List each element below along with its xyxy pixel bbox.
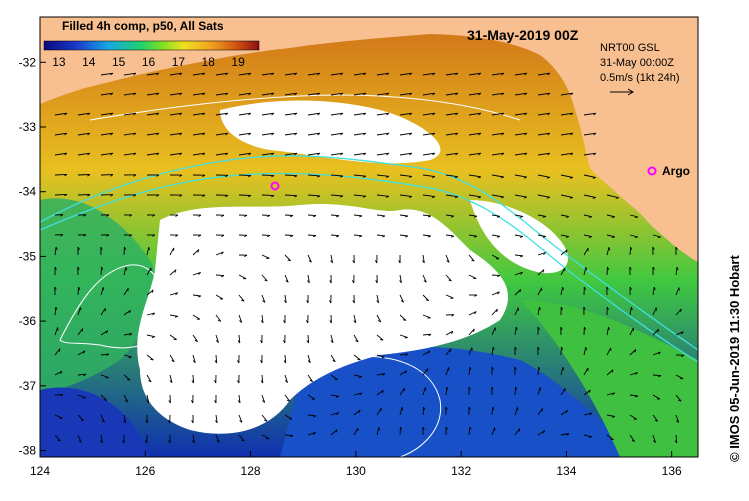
- current-arrow-head: [449, 367, 450, 370]
- current-arrow: [423, 407, 424, 415]
- current-arrow-head: [517, 407, 518, 410]
- lon-tick-label: 132: [451, 464, 471, 478]
- lon-tick-label: 136: [662, 464, 682, 478]
- lat-tick-label: -34: [19, 185, 37, 199]
- current-arrow: [216, 275, 224, 276]
- current-arrow: [262, 175, 274, 176]
- argo-label: Argo: [662, 164, 690, 178]
- current-arrow-head: [450, 349, 451, 352]
- lat-tick-label: -38: [19, 444, 37, 458]
- lon-tick-label: 124: [30, 464, 50, 478]
- current-arrow: [239, 175, 251, 176]
- current-arrow: [285, 435, 293, 436]
- current-arrow: [515, 387, 516, 395]
- current-arrow-head: [106, 378, 109, 379]
- current-arrow: [400, 427, 401, 435]
- current-arrow-head: [80, 307, 81, 310]
- colorbar-tick-label: 15: [112, 55, 126, 69]
- lon-tick-label: 126: [135, 464, 155, 478]
- current-arrow: [308, 215, 316, 216]
- colorbar-tick-label: 13: [52, 55, 66, 69]
- colorbar-tick-label: 14: [82, 55, 96, 69]
- colorbar-tick-label: 19: [231, 55, 245, 69]
- current-arrow: [262, 195, 274, 196]
- colorbar-tick-label: 18: [202, 55, 216, 69]
- current-arrow: [308, 235, 316, 236]
- current-arrow: [630, 247, 631, 255]
- current-arrow-head: [425, 387, 426, 390]
- current-arrow-head: [380, 340, 383, 341]
- lon-tick-label: 130: [346, 464, 366, 478]
- current-arrow-head: [540, 387, 541, 390]
- current-arrow: [78, 195, 90, 196]
- current-scale-label: 0.5m/s (1kt 24h): [600, 72, 679, 84]
- current-arrow-head: [405, 337, 408, 338]
- product-title: Filled 4h comp, p50, All Sats: [62, 19, 224, 33]
- current-arrow: [285, 215, 293, 216]
- current-arrow: [78, 175, 90, 176]
- current-arrow-head: [474, 329, 475, 332]
- lat-tick-label: -32: [19, 55, 37, 69]
- lat-tick-label: -35: [19, 249, 37, 263]
- lat-tick-label: -36: [19, 314, 37, 328]
- credit-label: © IMOS 05-Jun-2019 11:30 Hobart: [727, 255, 742, 462]
- current-arrow-head: [150, 359, 153, 360]
- current-arrow: [538, 367, 539, 375]
- current-arrow: [55, 194, 67, 195]
- current-source-label: NRT00 GSL: [600, 42, 660, 54]
- current-arrow: [653, 375, 661, 376]
- current-arrow-head: [59, 349, 60, 352]
- current-arrow-head: [495, 427, 496, 430]
- lon-tick-label: 128: [241, 464, 261, 478]
- current-arrow: [285, 235, 293, 236]
- current-arrow: [55, 174, 67, 175]
- current-arrow-head: [357, 359, 360, 360]
- lon-tick-label: 134: [556, 464, 576, 478]
- colorbar-tick-label: 16: [142, 55, 156, 69]
- lat-tick-label: -33: [19, 120, 37, 134]
- colorbar-gradient: [44, 41, 259, 50]
- current-time-label: 31-May 00:00Z: [600, 57, 674, 69]
- current-arrow-head: [103, 287, 104, 290]
- current-arrow-head: [127, 380, 130, 381]
- current-arrow: [101, 267, 102, 275]
- current-arrow-head: [58, 327, 59, 330]
- current-arrow: [78, 287, 79, 295]
- date-label: 31-May-2019 00Z: [467, 27, 579, 43]
- lat-tick-label: -37: [19, 379, 37, 393]
- current-arrow: [239, 195, 251, 196]
- colorbar-tick-label: 17: [172, 55, 186, 69]
